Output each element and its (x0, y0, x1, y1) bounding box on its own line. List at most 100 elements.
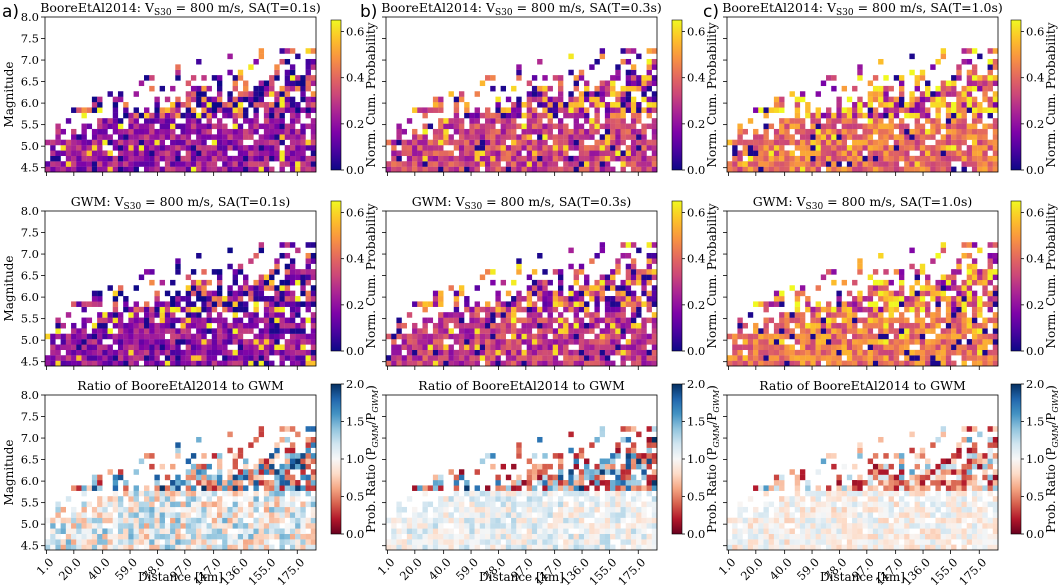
heat-cell (128, 517, 134, 524)
heat-cell (295, 506, 301, 513)
heat-cell (97, 349, 103, 356)
heat-cell (914, 145, 920, 151)
heat-cell (170, 349, 176, 356)
heat-cell (992, 344, 999, 350)
heat-cell (289, 85, 296, 92)
heat-cell (479, 355, 486, 361)
heat-cell (154, 322, 160, 329)
heat-cell (133, 355, 139, 361)
heat-cell (237, 166, 244, 173)
heat-cell (159, 463, 166, 470)
heat-cell (401, 145, 407, 151)
heat-cell (630, 85, 637, 92)
heat-cell (284, 252, 291, 259)
heat-cell (794, 123, 801, 130)
heat-cell (935, 349, 941, 356)
heat-cell (112, 544, 119, 551)
heat-cell (836, 96, 842, 103)
heat-cell (794, 339, 801, 345)
heat-cell (159, 107, 166, 113)
heat-cell (852, 118, 858, 124)
heat-cell (175, 355, 181, 361)
heat-cell (615, 296, 621, 302)
heat-cell (511, 145, 517, 151)
heat-cell (651, 301, 658, 307)
heat-cell (925, 360, 931, 367)
heat-cell (248, 96, 254, 103)
heat-cell (547, 339, 553, 345)
heat-cell (458, 134, 465, 140)
heat-cell (144, 344, 150, 350)
heat-cell (469, 360, 475, 367)
heat-cell (651, 145, 658, 151)
heat-cell (977, 339, 983, 345)
heat-cell (578, 69, 585, 76)
heat-cell (867, 333, 874, 340)
heat-cell (289, 426, 296, 432)
heat-cell (951, 166, 957, 173)
heat-cell (180, 360, 186, 367)
heat-cell (779, 166, 785, 173)
heat-cell (128, 490, 134, 497)
heat-cell (206, 328, 212, 334)
heat-cell (175, 301, 181, 307)
heat-cell (815, 161, 821, 167)
heat-cell (190, 539, 197, 545)
colorbar-tick-label: 0.0 (687, 163, 705, 177)
heat-cell (201, 485, 207, 491)
heat-cell (237, 145, 244, 151)
heat-cell (799, 322, 806, 329)
heat-cell (81, 523, 87, 529)
heat-cell (196, 333, 202, 340)
heat-cell (810, 344, 816, 350)
heat-cell (55, 128, 61, 135)
heat-cell (982, 269, 988, 275)
heat-cell (841, 112, 848, 119)
heat-cell (175, 139, 181, 146)
heat-cell (417, 328, 423, 334)
heat-cell (987, 339, 993, 345)
heat-cell (485, 328, 491, 334)
y-tick-label: 4.5 (21, 539, 39, 553)
heat-cell (568, 360, 574, 367)
heat-cell (966, 349, 973, 356)
heat-cell (216, 339, 223, 345)
heat-cell (295, 134, 301, 140)
heat-cell (305, 333, 311, 340)
heat-cell (919, 263, 926, 270)
y-tick-label: 7.0 (21, 53, 39, 67)
heat-cell (401, 355, 407, 361)
heat-cell (432, 128, 439, 135)
heat-cell (511, 339, 517, 345)
heat-cell (794, 349, 801, 356)
heat-cell (651, 360, 658, 367)
heat-cell (237, 285, 244, 291)
heat-cell (500, 317, 507, 324)
heat-cell (258, 274, 265, 281)
heat-cell (862, 317, 868, 324)
heat-cell (563, 344, 569, 350)
heat-cell (867, 328, 874, 334)
heat-cell (615, 118, 621, 124)
heat-cell (490, 128, 496, 135)
heat-cell (222, 166, 228, 173)
heat-cell (977, 145, 983, 151)
heat-cell (815, 285, 821, 291)
heat-cell (295, 322, 301, 329)
heat-cell (386, 517, 392, 524)
heat-cell (310, 339, 317, 345)
heat-cell (71, 523, 77, 529)
heat-cell (641, 161, 647, 167)
heat-cell (149, 355, 155, 361)
heat-cell (872, 75, 879, 81)
heat-cell (406, 333, 413, 340)
heat-cell (630, 269, 637, 275)
heat-cell (636, 269, 642, 275)
heat-cell (615, 123, 621, 130)
heat-cell (417, 301, 423, 307)
heat-cell (133, 469, 139, 475)
heat-cell (417, 134, 423, 140)
heat-cell (196, 469, 202, 475)
heat-cell (448, 333, 454, 340)
heat-cell (961, 102, 967, 108)
